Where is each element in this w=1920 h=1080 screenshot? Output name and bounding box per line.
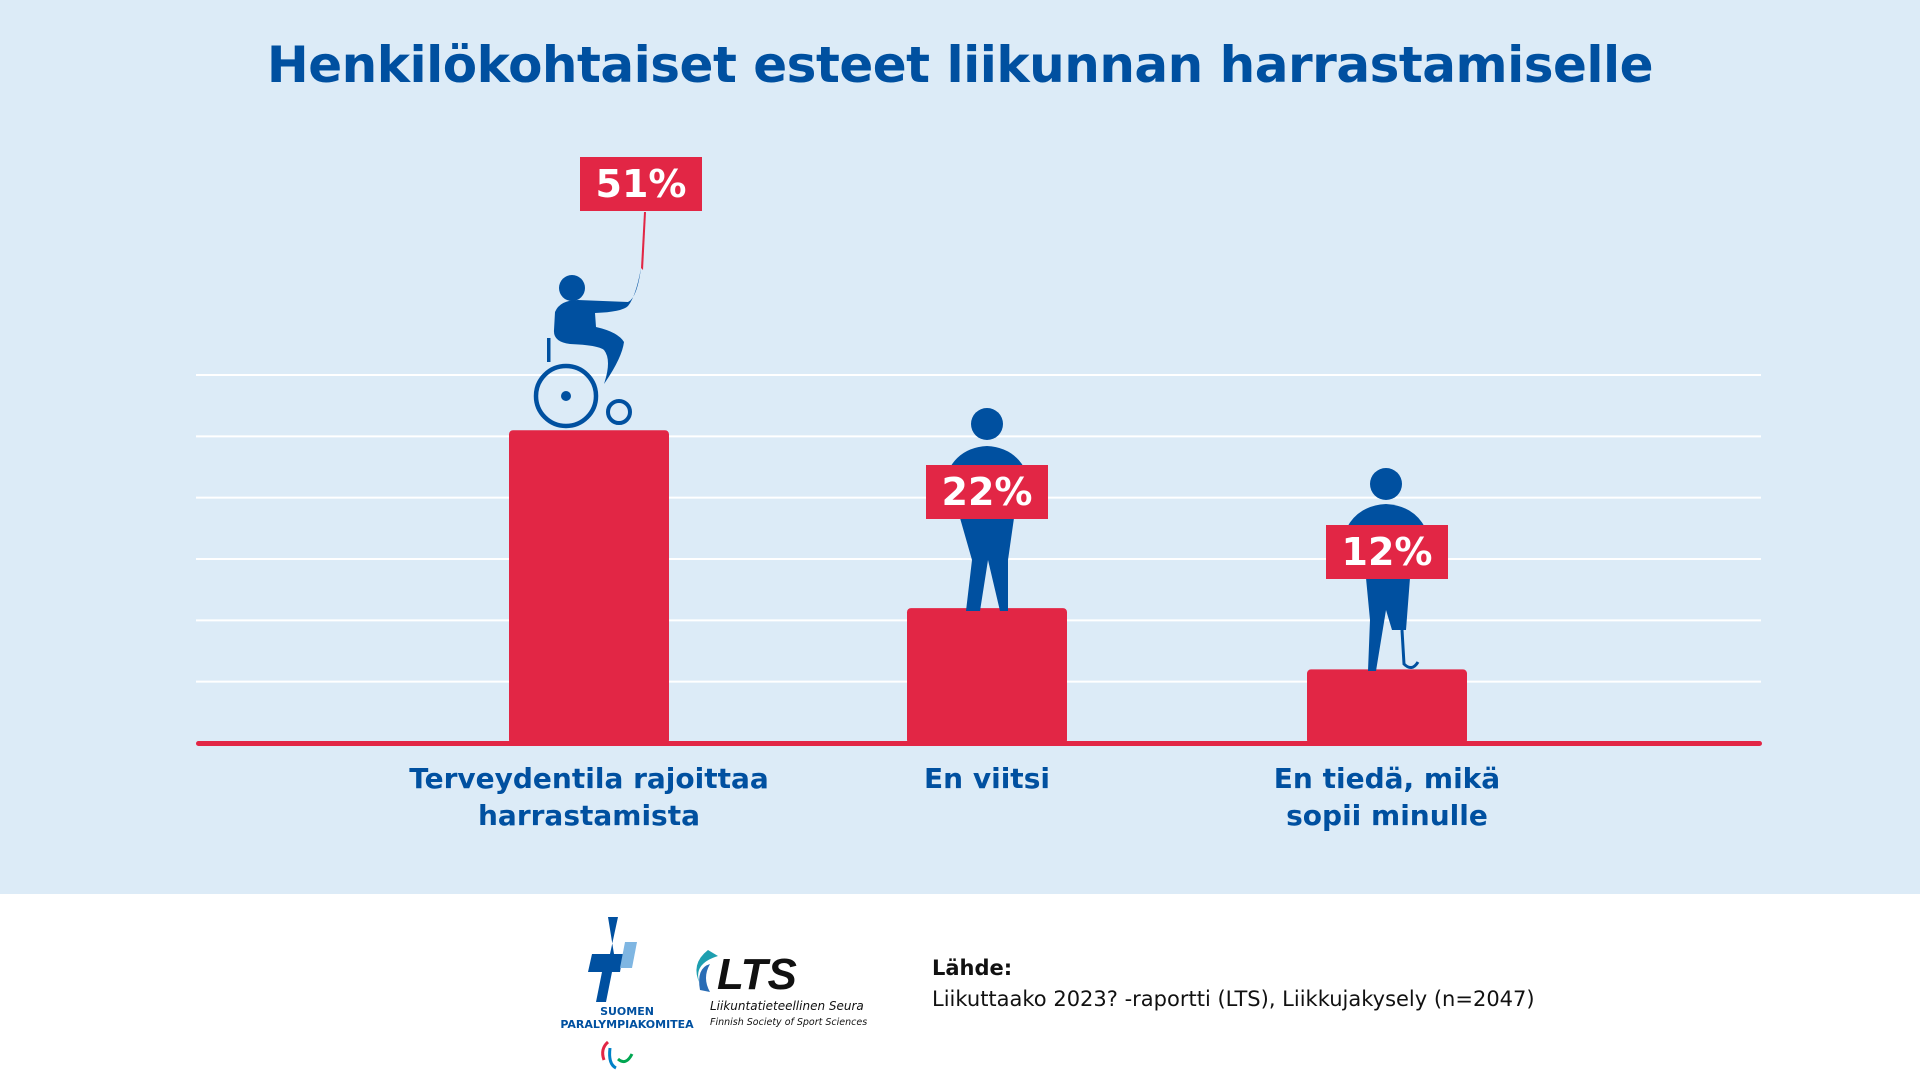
source-text: Liikuttaako 2023? -raportti (LTS), Liikk… (932, 987, 1535, 1011)
source-heading: Lähde: (932, 956, 1013, 980)
category-label-1: En viitsi (924, 762, 1050, 795)
lts-logo: LTS Liikuntatieteellinen Seura Finnish S… (696, 950, 867, 1028)
chart-title: Henkilökohtaiset esteet liikunnan harras… (266, 36, 1654, 94)
data-label-2: 12% (1342, 530, 1433, 574)
data-label-box-1 (926, 465, 1048, 519)
category-label-2: En tiedä, mikä sopii minulle (1273, 762, 1501, 832)
bar-2 (1307, 669, 1467, 744)
data-label-box-2 (1326, 525, 1448, 579)
svg-text:Finnish Society of Sport Scien: Finnish Society of Sport Sciences (710, 1017, 867, 1028)
bar-0 (509, 430, 669, 744)
bar-1 (907, 608, 1067, 744)
svg-text:LTS: LTS (717, 950, 797, 999)
data-label-0: 51% (596, 162, 687, 206)
wheelchair-user-icon (533, 212, 646, 429)
category-label-0: Terveydentila rajoittaa harrastamista (409, 762, 769, 832)
data-label-box-0 (580, 157, 702, 211)
source-note: Lähde: Liikuttaako 2023? -raportti (LTS)… (932, 953, 1535, 1015)
bars (509, 430, 1467, 744)
x-axis-line (196, 741, 1762, 746)
paralympic-committee-logo (588, 917, 637, 1070)
data-labels: 51% 22% 12% (580, 157, 1448, 579)
data-label-1: 22% (942, 470, 1033, 514)
bar-chart: 51% 22% 12% (196, 157, 1762, 746)
logos: LTS Liikuntatieteellinen Seura Finnish S… (588, 917, 867, 1070)
paralympic-committee-logo-text: SUOMEN PARALYMPIAKOMITEA (560, 1005, 694, 1031)
svg-text:Liikuntatieteellinen Seura: Liikuntatieteellinen Seura (710, 999, 864, 1013)
